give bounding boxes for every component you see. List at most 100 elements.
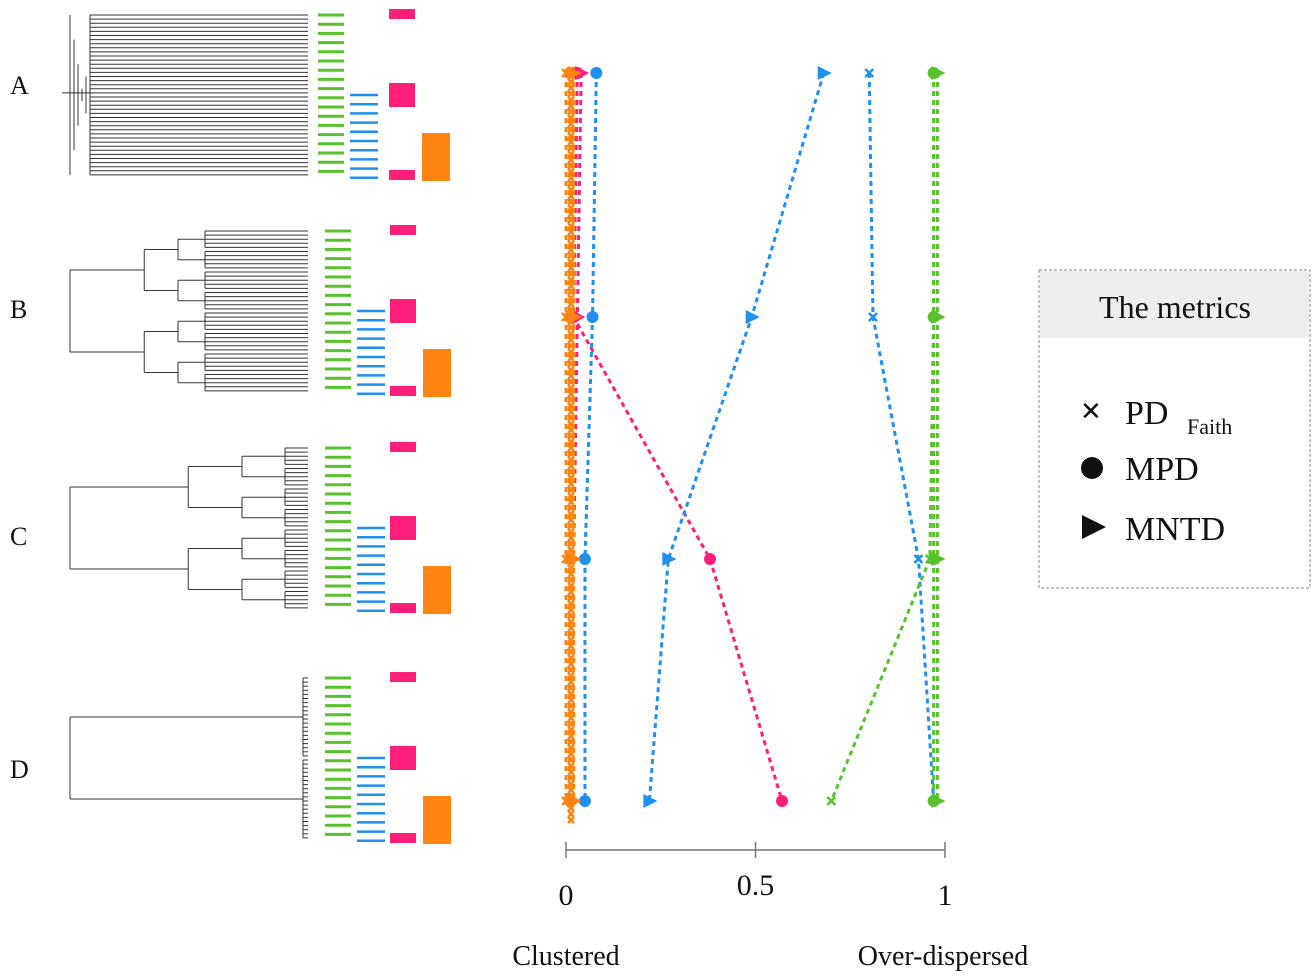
orange-x-mark [567,306,575,314]
orange-x-mark [567,588,575,596]
orange-x-mark [567,534,575,542]
orange-x-mark [567,354,575,362]
orange-x-mark [567,486,575,494]
circle-marker [927,67,940,79]
x-marker-stroke [561,68,571,78]
orange-x-mark [567,330,575,338]
orange-x-mark [567,708,575,716]
orange-x-mark [567,462,575,470]
orange-x-mark [567,114,575,122]
orange-x-mark [567,540,575,548]
pink-trait-block [389,170,415,180]
circle-marker [563,67,576,79]
legend-label-mpd: MPD [1125,451,1199,488]
orange-x-mark [567,570,575,578]
orange-x-mark [567,720,575,728]
x-marker-icon: ✕ [1080,397,1102,427]
orange-x-mark [567,582,575,590]
orange-x-mark [567,696,575,704]
orange-x-mark [567,132,575,140]
orange-x-mark [567,270,575,278]
orange-x-mark [567,732,575,740]
orange-x-mark [567,468,575,476]
orange-x-mark [567,432,575,440]
orange-x-mark [567,738,575,746]
x-marker-stroke [826,796,837,806]
orange-x-mark [567,672,575,680]
orange-x-mark [567,246,575,254]
x-marker [868,312,878,322]
orange-x-mark [567,276,575,284]
x-marker-stroke [864,68,875,78]
orange-x-mark [567,78,575,86]
orange-x-mark [567,606,575,614]
orange-x-mark [567,384,575,392]
x-axis-tick-label: 0 [559,879,574,912]
orange-x-mark [567,480,575,488]
pink-trait-block [390,299,416,323]
orange-x-mark [567,300,575,308]
orange-x-mark [567,84,575,92]
orange-x-mark [567,66,575,74]
orange-x-mark [567,168,575,176]
circle-marker [578,795,591,807]
orange-x-mark [567,552,575,560]
legend-label-pd-subscript: Faith [1187,414,1232,439]
pink-trait-block [390,225,416,235]
tree-a [62,14,308,176]
orange-x-mark [567,144,575,152]
orange-x-mark [567,816,575,824]
orange-x-mark [567,528,575,536]
circle-marker-icon [1081,457,1103,479]
circle-marker [927,311,940,323]
orange-x-mark [567,282,575,290]
x-marker [561,554,571,564]
orange-x-mark [567,630,575,638]
orange-x-mark [567,390,575,398]
circle-marker [590,67,603,79]
pink-trait-block [390,672,416,682]
orange-x-mark [567,222,575,230]
orange-x-mark [567,420,575,428]
x-axis: 0 0.5 1 [559,842,953,912]
orange-x-mark [567,210,575,218]
trait-bars-b [325,225,451,397]
orange-x-mark [567,600,575,608]
tree-panels: A B C D [10,9,451,844]
trait-bars-c [325,442,451,614]
orange-x-mark [567,474,575,482]
orange-x-mark [567,90,575,98]
orange-x-mark [567,444,575,452]
row-label: C [10,522,27,551]
tree-b [69,230,308,392]
orange-x-mark [567,378,575,386]
triangle-marker [643,794,658,808]
orange-x-mark [567,612,575,620]
metric-plot [561,66,946,824]
orange-x-mark [567,564,575,572]
orange-x-mark [567,258,575,266]
x-marker [864,68,875,78]
orange-x-mark [567,714,575,722]
circle-marker [578,553,591,565]
circle-marker [776,795,789,807]
orange-x-mark [567,426,575,434]
triangle-marker [662,552,677,566]
orange-x-mark [567,786,575,794]
x-marker-stroke [913,554,924,564]
orange-x-mark [567,108,575,116]
x-marker [561,68,571,78]
orange-x-mark [567,774,575,782]
circle-marker [563,553,576,565]
orange-x-mark [567,642,575,650]
axis-left-label: Clustered [512,941,619,972]
orange-x-mark [567,438,575,446]
circle-marker [927,553,940,565]
orange-trait-block [423,349,451,397]
x-marker [913,554,924,564]
orange-x-mark [567,660,575,668]
orange-x-mark [567,414,575,422]
series-lines [564,72,939,802]
orange-x-mark [567,228,575,236]
